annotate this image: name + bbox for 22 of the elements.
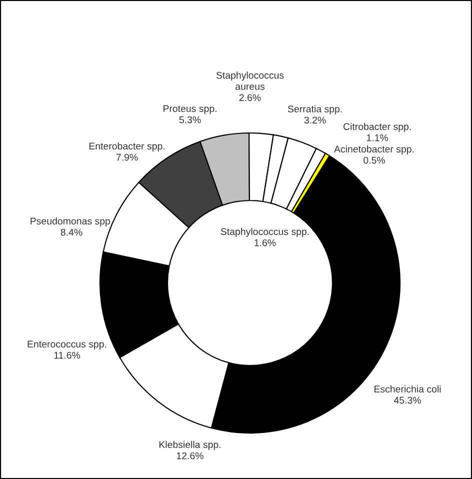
data-label: 12.6%: [176, 452, 204, 460]
slice-label: Pseudomonas spp.: [30, 217, 112, 226]
data-label: 1.1%: [366, 134, 388, 142]
data-label: 1.6%: [254, 239, 276, 246]
data-label: 7.9%: [116, 154, 138, 161]
slice-label: Staphylococcus spp.: [220, 228, 309, 237]
data-label: 2.6%: [239, 94, 261, 102]
data-label: 3.2%: [304, 116, 326, 124]
slice-label: Escherichia coli: [374, 385, 441, 393]
slice-label: Klebsiella spp.: [159, 440, 220, 450]
slice-label: Enterobacter spp.: [89, 142, 164, 152]
slice-label: Staphylococcus aureus: [216, 72, 284, 90]
data-label: 0.5%: [364, 156, 385, 164]
slice-label: Citrobacter spp.: [343, 122, 411, 132]
slice-label: Enterococcus spp.: [28, 340, 106, 350]
slice-label: Serratia spp.: [288, 105, 342, 114]
data-label: 45.3%: [394, 396, 421, 404]
data-label: 5.3%: [179, 116, 201, 124]
data-label: 8.4%: [60, 228, 82, 236]
data-label: 11.6%: [54, 352, 80, 359]
slice-label: Proteus spp.: [164, 105, 216, 114]
slice-label: Acinetobacter spp.: [334, 145, 414, 154]
